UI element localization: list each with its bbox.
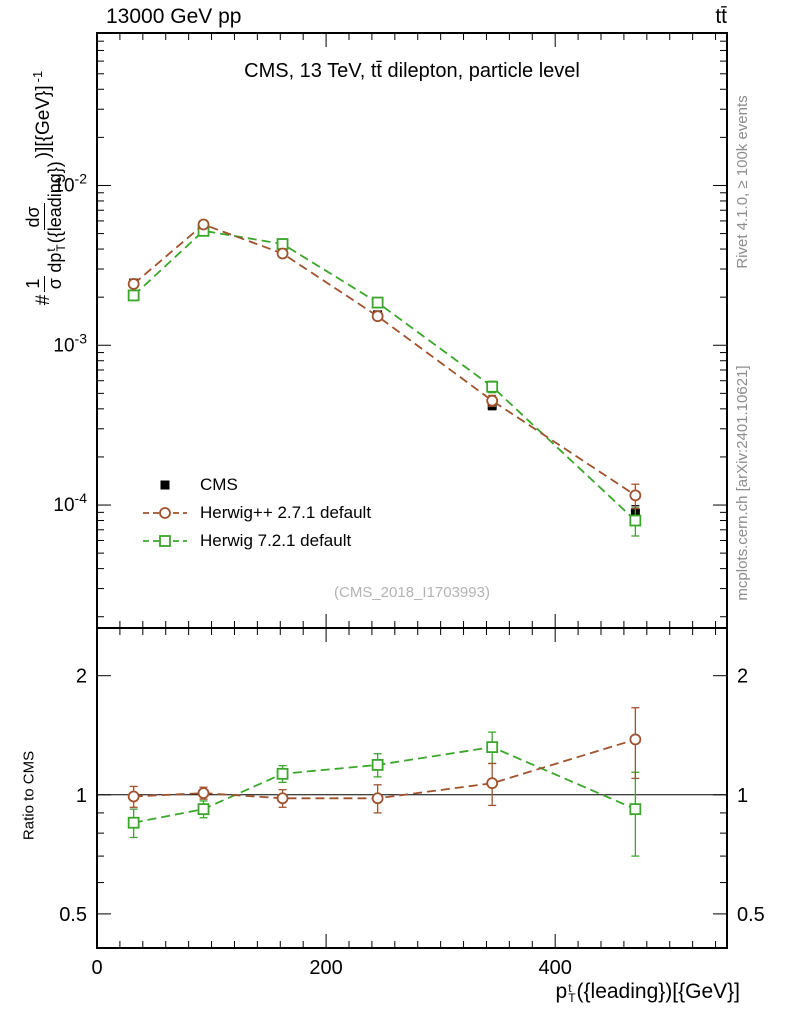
svg-text:0.5: 0.5: [737, 904, 765, 926]
pt-sub-sup-stack: t T: [568, 981, 576, 1005]
svg-text:10-4: 10-4: [53, 490, 87, 516]
svg-text:200: 200: [309, 957, 342, 979]
legend-label: Herwig 7.2.1 default: [200, 531, 352, 550]
y-axis-title: # 1 σ dσ dp t T ({leading}) )][{GeV}] -1: [13, 33, 75, 343]
series-main-herwigpp: [127, 218, 642, 510]
ratio-axis-title: Ratio to CMS: [20, 750, 38, 841]
y-title-units-exponent: -1: [29, 70, 45, 83]
x-tick-labels: 0 200 400: [91, 957, 571, 979]
beam-energy-label: 13000 GeV pp: [106, 5, 242, 28]
y-title-frac2-den-base: dp: [44, 252, 65, 273]
plot-title: CMS, 13 TeV, tt̄ dilepton, particle leve…: [244, 60, 580, 82]
svg-text:400: 400: [538, 957, 571, 979]
x-title-base: p: [555, 980, 568, 1003]
legend-label: CMS: [200, 475, 238, 494]
analysis-id-watermark: (CMS_2018_I1703993): [334, 584, 490, 601]
series-ratio-herwigpp: [127, 707, 642, 814]
y-title-prefix: #: [33, 294, 54, 306]
pt-sub-sup-stack: t T: [44, 244, 68, 252]
square-open-icon: [143, 535, 187, 547]
legend-item-herwig-7-2-1-default: Herwig 7.2.1 default: [142, 527, 371, 555]
pt-subscript: T: [568, 991, 576, 1005]
axis-ticks: [96, 33, 727, 948]
pt-subscript: T: [53, 244, 68, 252]
rivet-version-label: Rivet 4.1.0, ≥ 100k events: [734, 95, 751, 269]
circle-open-icon: [143, 507, 187, 519]
series-main-herwig7: [127, 224, 642, 537]
svg-text:1: 1: [737, 785, 748, 807]
svg-text:0.5: 0.5: [59, 904, 87, 926]
legend-label: Herwig++ 2.7.1 default: [200, 503, 372, 522]
mcplots-credit-label: mcplots.cern.ch [arXiv:2401.10621]: [734, 365, 751, 601]
main-y-tick-labels: 10-210-310-4: [53, 170, 87, 516]
x-title-rest: ({leading})[{GeV}]: [576, 980, 740, 1003]
svg-text:2: 2: [76, 666, 87, 688]
y-title-frac-dsigma-dpt: dσ dp t T ({leading}): [22, 161, 68, 273]
svg-text:10-3: 10-3: [53, 330, 87, 356]
svg-text:1: 1: [76, 785, 87, 807]
pt-superscript: t: [568, 981, 572, 995]
square-filled-icon: [160, 480, 170, 490]
process-label: tt̄: [715, 5, 727, 28]
y-title-frac1-den: σ: [44, 278, 65, 290]
legend-item-cms: CMS: [142, 471, 371, 499]
svg-text:2: 2: [737, 666, 748, 688]
y-title-units: )][{GeV}]: [33, 85, 54, 159]
y-title-frac2-den: dp t T ({leading}): [44, 161, 68, 273]
y-title-frac-one-over-sigma: 1 σ: [22, 275, 65, 292]
ratio-y-tick-labels: 0.5 0.5 1 1 2 2: [59, 666, 765, 926]
legend: CMS Herwig++ 2.7.1 default Herwig 7.2.1 de…: [142, 471, 371, 555]
series-ratio-herwig7: [127, 731, 642, 857]
ratio-panel-frame: [96, 627, 728, 949]
legend-item-herwig-2-7-1-default: Herwig++ 2.7.1 default: [142, 499, 371, 527]
y-title-frac2-num: dσ: [22, 203, 45, 231]
svg-text:0: 0: [91, 957, 102, 979]
y-title-frac2-den-rest: ({leading}): [44, 161, 65, 244]
x-axis-title: p t T ({leading})[{GeV}]: [556, 980, 741, 1004]
y-title-frac1-num: 1: [22, 275, 45, 292]
